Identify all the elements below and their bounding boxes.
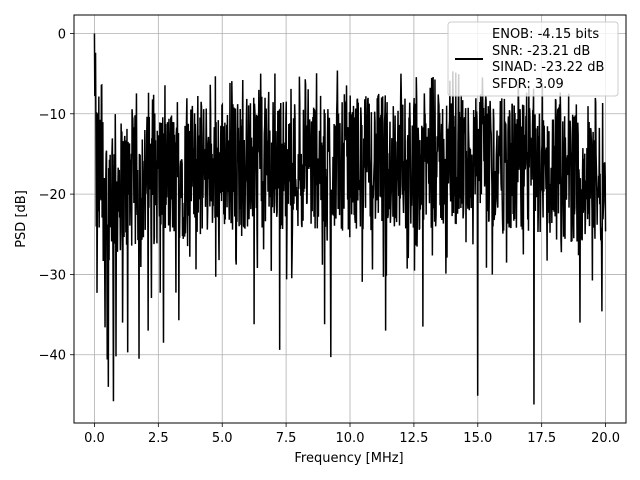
x-tick-label: 17.5 <box>527 431 556 446</box>
x-tick-label: 10.0 <box>336 431 365 446</box>
y-tick-label: −20 <box>39 188 66 203</box>
legend-entry-enob: ENOB: -4.15 bits <box>492 27 599 42</box>
legend: ENOB: -4.15 bits SNR: -23.21 dB SINAD: -… <box>447 21 619 97</box>
x-tick-label: 20.0 <box>591 431 620 446</box>
psd-series-line <box>93 33 607 405</box>
legend-entry-snr: SNR: -23.21 dB <box>492 44 590 59</box>
legend-box <box>447 21 619 97</box>
x-tick-label: 7.5 <box>276 431 297 446</box>
x-tick-label: 12.5 <box>399 431 428 446</box>
y-axis: 0 −10 −20 −30 −40 <box>39 27 74 364</box>
y-tick-label: −10 <box>39 108 66 123</box>
x-axis: 0.0 2.5 5.0 7.5 10.0 12.5 15.0 17.5 20.0 <box>84 423 620 446</box>
x-axis-label: Frequency [MHz] <box>294 451 403 466</box>
y-tick-label: −40 <box>39 349 66 364</box>
x-tick-label: 2.5 <box>148 431 169 446</box>
x-tick-label: 5.0 <box>212 431 233 446</box>
legend-entry-sinad: SINAD: -23.22 dB <box>492 60 604 75</box>
y-tick-label: −30 <box>39 268 66 283</box>
x-tick-label: 0.0 <box>84 431 105 446</box>
plot-area <box>93 33 607 405</box>
x-tick-label: 15.0 <box>463 431 492 446</box>
legend-entry-sfdr: SFDR: 3.09 <box>492 77 564 92</box>
y-tick-label: 0 <box>58 27 66 42</box>
y-axis-label: PSD [dB] <box>14 190 29 248</box>
